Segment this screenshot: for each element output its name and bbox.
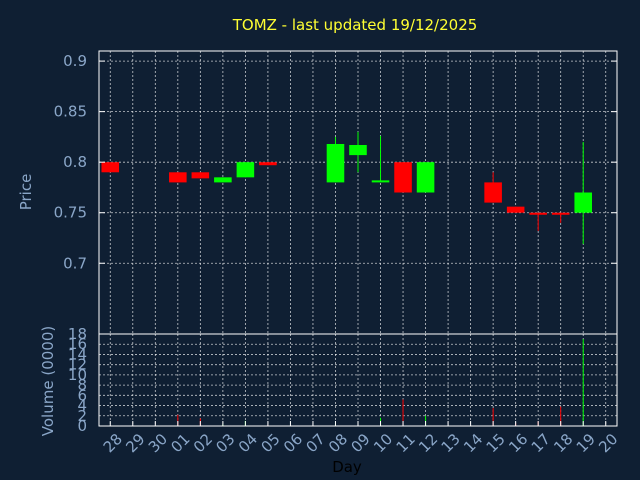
volume-y-tick-label: 4 xyxy=(77,397,87,415)
volume-y-tick-label: 10 xyxy=(68,366,87,384)
price-axis-label: Price xyxy=(17,174,35,211)
candle-body xyxy=(169,172,187,183)
candle-body xyxy=(371,180,390,183)
candle-body xyxy=(574,192,593,213)
volume-y-tick-label: 2 xyxy=(77,407,87,425)
price-y-tick-label: 0.7 xyxy=(63,254,87,272)
price-y-tick-label: 0.75 xyxy=(54,204,87,222)
candle-body xyxy=(484,182,502,203)
volume-y-tick-label: 0 xyxy=(77,417,87,435)
candle-body xyxy=(529,212,547,215)
candle-body xyxy=(101,162,120,173)
candle-body xyxy=(326,143,345,183)
candles xyxy=(101,131,593,245)
x-tick-label: 20 xyxy=(595,430,621,456)
volume-frame xyxy=(98,333,618,427)
x-axis-label: Day xyxy=(332,458,362,476)
volume-y-tick-label: 8 xyxy=(77,376,87,394)
candle-body xyxy=(416,162,435,193)
volume-y-tick-label: 6 xyxy=(77,386,87,404)
price-y-tick-label: 0.8 xyxy=(63,153,87,171)
candle-body xyxy=(506,206,525,213)
candle-body xyxy=(394,162,412,193)
price-y-ticks: 0.7 0.75 0.8 0.85 0.9 xyxy=(54,52,617,272)
volume-axis-label: Volume (0000) xyxy=(39,326,57,436)
price-grid xyxy=(99,51,617,334)
volume-y-tick-label: 14 xyxy=(68,345,87,363)
volume-y-tick-label: 12 xyxy=(68,356,87,374)
volume-grid xyxy=(99,333,617,427)
candle-body xyxy=(214,177,232,183)
price-y-tick-label: 0.9 xyxy=(63,52,87,70)
candle-body xyxy=(259,162,277,166)
chart-title: TOMZ - last updated 19/12/2025 xyxy=(232,16,478,34)
candle-body xyxy=(349,144,367,156)
candle-body xyxy=(236,162,255,178)
price-y-tick-label: 0.85 xyxy=(54,103,87,121)
candle-body xyxy=(551,212,570,215)
candle-body xyxy=(191,172,210,179)
volume-y-tick-label: 16 xyxy=(68,335,87,353)
volume-y-tick-label: 18 xyxy=(68,325,87,343)
